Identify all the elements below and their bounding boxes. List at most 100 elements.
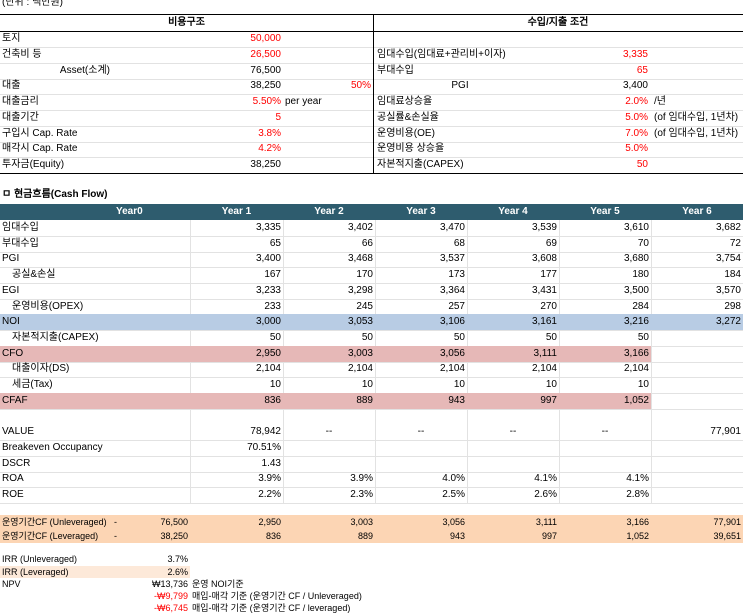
- cell: 257: [448, 300, 465, 312]
- cell: 3,400: [255, 253, 281, 265]
- cell: 50: [545, 331, 557, 343]
- cell: 2.5%: [442, 488, 465, 500]
- cell: 2,104: [531, 363, 557, 375]
- cell: 2,104: [623, 363, 649, 375]
- value: 65: [636, 64, 648, 76]
- row-line: [0, 157, 743, 159]
- row-label: Breakeven Occupancy: [2, 441, 103, 453]
- cell: 39,651: [713, 531, 741, 541]
- section-title: ㅁ 현금흐름(Cash Flow): [2, 189, 108, 200]
- cell: 3,233: [255, 284, 281, 296]
- cell: 1.43: [261, 457, 281, 469]
- row-label: 자본적지출(CAPEX): [12, 331, 99, 343]
- row-label: CFO: [2, 347, 24, 359]
- row-line: [0, 236, 743, 237]
- note: 50%: [350, 80, 371, 92]
- label: 건축비 등: [2, 48, 42, 60]
- cell: 4.1%: [626, 473, 649, 485]
- value: -₩9,799: [153, 591, 188, 601]
- value: 3,335: [622, 48, 648, 60]
- cell: 50: [269, 331, 281, 343]
- cell: 10: [361, 379, 373, 390]
- value: 3.7%: [167, 554, 188, 564]
- value: 5.0%: [625, 111, 648, 123]
- row-label: EGI: [2, 284, 20, 296]
- label: 임대료상승율: [377, 96, 433, 107]
- cell: 3,272: [715, 316, 741, 328]
- cell: 167: [264, 269, 281, 281]
- cell: 3,402: [347, 222, 373, 233]
- cell: 2.6%: [534, 488, 557, 500]
- cell: 836: [264, 394, 281, 406]
- cell: 65: [269, 237, 281, 249]
- column-header: Year 5: [590, 206, 620, 217]
- value: 38,250: [250, 80, 281, 92]
- cell: 66: [361, 237, 373, 249]
- row-line: [0, 267, 743, 269]
- value: 4.2%: [258, 143, 281, 155]
- grid-v: [651, 220, 652, 503]
- note: (of 임대수입, 1년차): [654, 127, 739, 139]
- cell: 3,610: [623, 222, 649, 233]
- value: 38,250: [250, 159, 281, 170]
- cell: 3.9%: [258, 473, 281, 485]
- cell: 2.3%: [350, 488, 373, 500]
- cell: 3,608: [531, 253, 557, 265]
- cell: 68: [453, 237, 465, 249]
- column-header: Year0: [116, 206, 143, 217]
- label: 임대수입(임대료+관리비+이자): [377, 48, 506, 60]
- cell: 245: [356, 300, 373, 312]
- label: 운영비용 상승율: [377, 143, 445, 155]
- header-row: [0, 14, 743, 32]
- cell: 3,680: [623, 253, 649, 265]
- row-label: ROE: [2, 488, 24, 500]
- label: 운영비용(OE): [377, 127, 435, 139]
- note: per year: [285, 96, 322, 107]
- divider: [373, 14, 374, 173]
- row-line: [0, 251, 743, 253]
- row-fill: [0, 314, 743, 331]
- cell: 3,468: [347, 253, 373, 265]
- cell: 889: [357, 531, 373, 541]
- cell: 77,901: [710, 426, 741, 438]
- value: 2.6%: [167, 567, 188, 577]
- value: ₩13,736: [151, 579, 188, 589]
- row-fill: [0, 392, 651, 409]
- value: -₩6,745: [153, 603, 188, 613]
- row-label: 세금(Tax): [12, 379, 53, 390]
- cell: 184: [724, 269, 741, 281]
- value: 5.50%: [252, 96, 281, 107]
- cell: 836: [265, 531, 281, 541]
- row-line: [0, 330, 743, 332]
- cell: 3,166: [626, 517, 649, 527]
- cell: 2,104: [347, 363, 373, 375]
- value: 5.0%: [625, 143, 648, 155]
- label: 투자금(Equity): [2, 159, 65, 170]
- value: 3,400: [622, 80, 648, 92]
- row-label: 대출이자(DS): [12, 363, 70, 375]
- value: 5: [275, 111, 281, 123]
- cell: 10: [637, 379, 649, 390]
- row-line: [0, 110, 743, 111]
- row-line: [0, 125, 743, 127]
- cell: 3,364: [439, 284, 465, 296]
- row-line: [0, 455, 743, 457]
- cell: 2.8%: [626, 488, 649, 500]
- column-header: Year 3: [406, 206, 436, 217]
- note: (of 임대수입, 1년차): [654, 111, 739, 123]
- cell: 76,500: [160, 517, 188, 527]
- row-line: [0, 502, 743, 504]
- note: 운영 NOI기준: [192, 579, 244, 589]
- cell: 2,950: [258, 517, 281, 527]
- cell: 177: [540, 269, 557, 281]
- row-line: [0, 408, 743, 410]
- row-line: [0, 62, 743, 64]
- note: /년: [654, 96, 666, 107]
- cell: 180: [632, 269, 649, 281]
- cell: 3,754: [715, 253, 741, 265]
- value: 7.0%: [625, 127, 648, 139]
- label: 대출: [2, 80, 21, 92]
- cell: 1,052: [623, 394, 649, 406]
- row-label: DSCR: [2, 457, 31, 469]
- sign: -: [114, 517, 117, 527]
